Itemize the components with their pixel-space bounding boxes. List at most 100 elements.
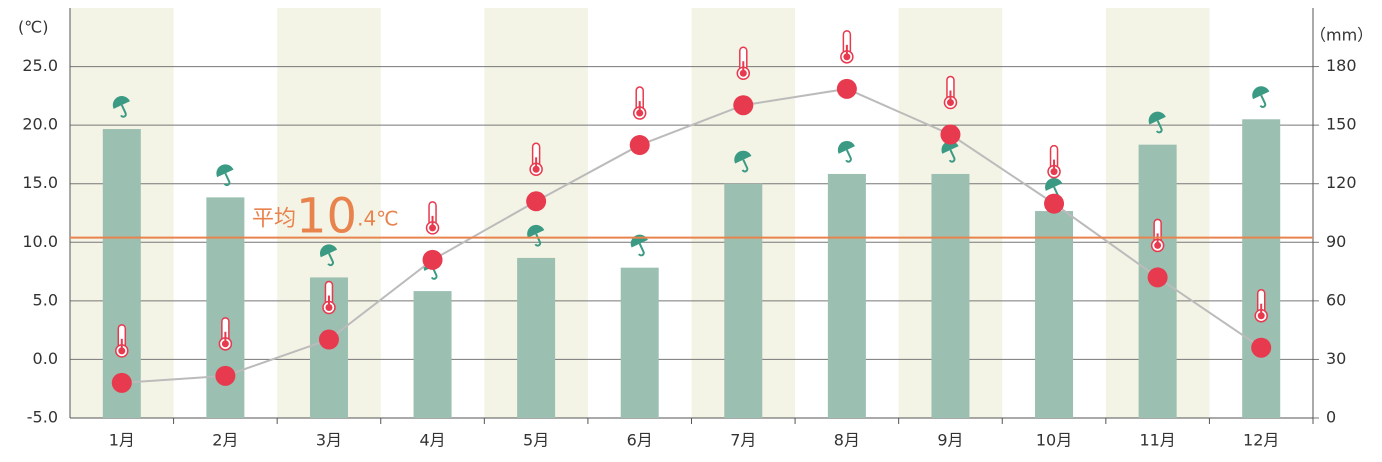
thermometer-icon — [425, 201, 440, 235]
y2-axis-label: （mm） — [1310, 26, 1373, 45]
umbrella-handle — [1155, 120, 1163, 134]
precip-bar — [1035, 211, 1074, 418]
umbrella-handle — [223, 172, 231, 187]
precip-bar — [517, 257, 556, 418]
average-label-part: 10 — [296, 189, 357, 245]
thermo-level — [224, 331, 227, 344]
y-tick-label: 15.0 — [22, 173, 58, 192]
umbrella-canopy — [216, 164, 234, 178]
x-tick-label: 4月 — [419, 431, 445, 450]
umbrella-icon — [630, 234, 648, 257]
temp-dot — [526, 191, 547, 212]
y-tick-label: 5.0 — [33, 290, 58, 309]
umbrella-handle — [1259, 94, 1267, 108]
thermo-level — [1053, 159, 1056, 172]
y2-tick-label: 30 — [1326, 349, 1346, 368]
thermo-level — [638, 101, 641, 114]
thermometer-icon — [943, 75, 958, 110]
umbrella-icon — [319, 244, 338, 267]
y-tick-label: 10.0 — [22, 232, 58, 251]
thermometer-icon — [1047, 144, 1061, 179]
x-tick-label: 8月 — [834, 431, 860, 450]
umbrella-canopy — [941, 140, 959, 154]
umbrella-handle — [845, 149, 852, 163]
umbrella-canopy — [1045, 178, 1063, 191]
umbrella-icon — [216, 164, 234, 187]
y-tick-label: -5.0 — [27, 408, 58, 427]
umbrella-icon — [112, 96, 130, 118]
y-axis-label: (℃) — [18, 18, 48, 37]
thermometer-icon — [218, 317, 233, 351]
precip-bar — [931, 173, 970, 418]
temp-dot — [215, 365, 236, 386]
x-tick-label: 10月 — [1036, 431, 1072, 450]
average-label-part: 平均 — [252, 207, 296, 232]
temp-dot — [1044, 193, 1065, 214]
thermo-level — [949, 90, 952, 103]
umbrella-canopy — [112, 96, 130, 109]
thermometer-icon — [322, 280, 336, 315]
thermometer-icon — [529, 142, 543, 177]
thermo-level — [845, 44, 848, 57]
umbrella-icon — [1148, 111, 1166, 134]
umbrella-handle — [120, 104, 127, 118]
precip-bar — [413, 291, 452, 418]
y2-tick-label: 150 — [1326, 115, 1357, 134]
x-tick-label: 3月 — [316, 431, 342, 450]
x-tick-label: 2月 — [212, 431, 238, 450]
temp-dot — [111, 372, 132, 393]
thermo-level — [742, 61, 745, 74]
y2-tick-label: 60 — [1326, 290, 1346, 309]
y2-tick-label: 180 — [1326, 56, 1357, 75]
umbrella-handle — [741, 159, 749, 173]
thermo-level — [431, 215, 434, 228]
thermo-level — [1260, 303, 1263, 316]
temp-dot — [836, 78, 857, 99]
thermo-level — [327, 295, 330, 308]
x-tick-label: 5月 — [523, 431, 549, 450]
umbrella-canopy — [837, 140, 856, 154]
thermo-level — [535, 157, 538, 170]
umbrella-icon — [1252, 86, 1270, 108]
y-tick-label: 20.0 — [22, 115, 58, 134]
average-label-part: .4℃ — [357, 206, 399, 230]
x-tick-label: 1月 — [109, 431, 135, 450]
umbrella-handle — [948, 149, 956, 163]
umbrella-handle — [534, 233, 542, 247]
y2-tick-label: 120 — [1326, 173, 1357, 192]
umbrella-icon — [837, 140, 856, 163]
umbrella-canopy — [319, 244, 338, 258]
x-tick-label: 9月 — [937, 431, 963, 450]
thermometer-icon — [736, 46, 751, 80]
umbrella-handle — [430, 266, 438, 280]
temp-dot — [733, 95, 754, 116]
temp-dot — [318, 329, 339, 350]
temp-dot — [940, 124, 961, 145]
umbrella-canopy — [527, 224, 545, 238]
precip-bar — [620, 267, 659, 418]
x-tick-label: 6月 — [627, 431, 653, 450]
y2-tick-label: 0 — [1326, 408, 1336, 427]
umbrella-canopy — [1252, 86, 1270, 100]
umbrella-icon — [527, 224, 545, 247]
thermometer-icon — [840, 30, 854, 64]
y-tick-label: 25.0 — [22, 56, 58, 75]
thermo-level — [120, 338, 123, 351]
average-label: 平均10.4℃ — [252, 189, 399, 245]
thermometer-icon — [115, 324, 129, 358]
x-tick-label: 7月 — [730, 431, 756, 450]
temp-dot — [422, 249, 443, 270]
thermometer-icon — [632, 86, 647, 120]
precip-bar — [827, 173, 866, 418]
x-tick-label: 11月 — [1139, 431, 1175, 450]
y-tick-label: 0.0 — [33, 349, 58, 368]
umbrella-canopy — [630, 234, 648, 248]
precip-bar — [724, 183, 763, 418]
thermometer-icon — [1254, 288, 1268, 323]
thermometer-icon — [1150, 218, 1165, 253]
temp-line — [121, 87, 1262, 384]
umbrella-icon — [734, 150, 752, 173]
umbrella-handle — [638, 243, 645, 257]
umbrella-canopy — [734, 150, 752, 164]
